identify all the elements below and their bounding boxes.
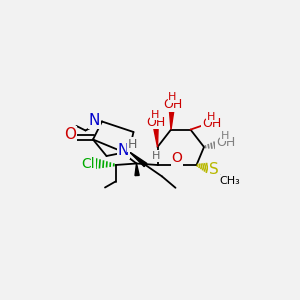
Text: O: O [64, 127, 76, 142]
Text: H: H [221, 130, 230, 141]
Text: H: H [152, 151, 160, 161]
Text: OH: OH [163, 98, 182, 111]
Text: H: H [168, 92, 177, 103]
Text: OH: OH [216, 136, 235, 149]
Text: CH₃: CH₃ [220, 176, 241, 186]
Text: Cl: Cl [81, 157, 95, 170]
Text: O: O [172, 152, 182, 165]
Text: OH: OH [146, 116, 166, 129]
Text: OH: OH [202, 117, 221, 130]
Text: H: H [207, 112, 215, 122]
Text: N: N [118, 143, 129, 158]
Polygon shape [135, 164, 139, 175]
Text: H: H [128, 138, 138, 151]
Polygon shape [129, 152, 147, 166]
Text: N: N [89, 113, 100, 128]
Polygon shape [169, 112, 174, 130]
Text: H: H [151, 110, 159, 120]
Polygon shape [154, 129, 158, 147]
Text: S: S [209, 162, 219, 177]
